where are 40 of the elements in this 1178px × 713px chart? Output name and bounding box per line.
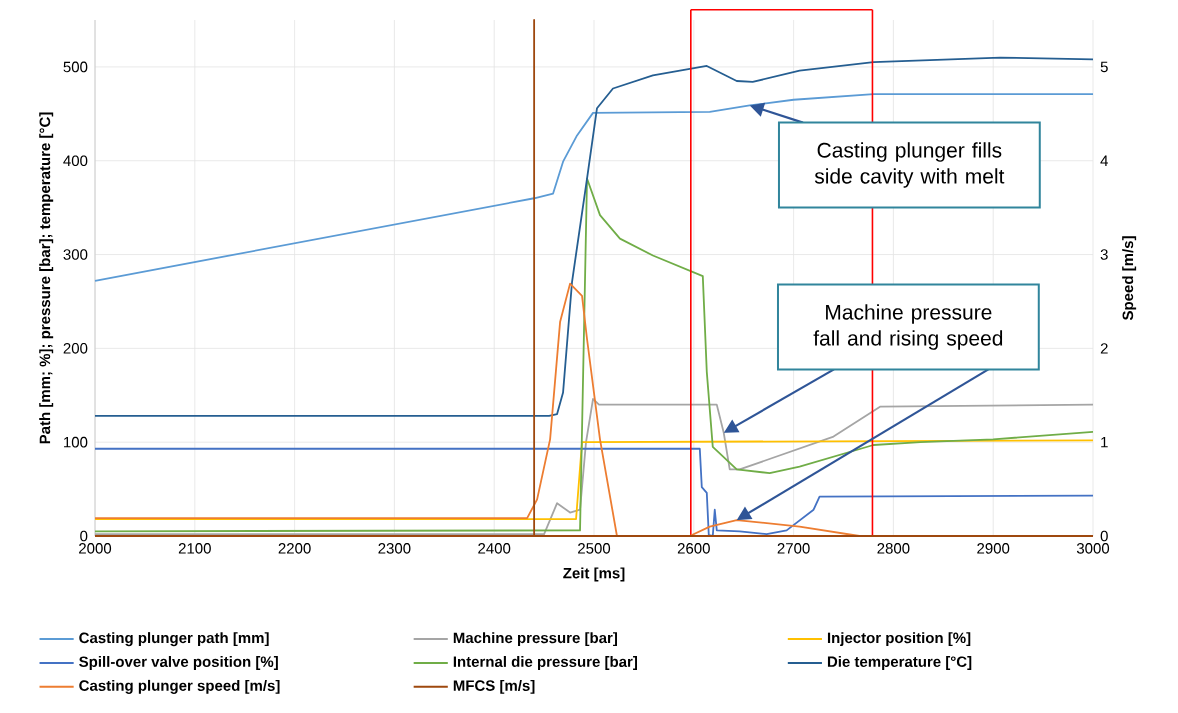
x-tick-label: 2500 <box>578 543 611 554</box>
y2-tick-label: 3 <box>1100 249 1108 260</box>
line-series <box>94 56 1094 417</box>
x-tick-label: 2800 <box>877 543 910 554</box>
x-tick-label: 2200 <box>278 543 311 554</box>
annotation: Machine pressure fall and rising speed <box>813 304 1003 350</box>
line-series <box>94 398 1094 536</box>
line-series <box>94 447 1094 537</box>
y-tick-label: 100 <box>64 436 88 448</box>
x-tick-label: 2000 <box>79 543 112 554</box>
legend-label: Internal die pressure [bar] <box>453 656 637 670</box>
y2-tick-label: 2 <box>1100 343 1108 354</box>
x-tick-label: 2400 <box>478 543 511 554</box>
y-tick-label: 200 <box>63 343 88 354</box>
x-tick-label: 3000 <box>1076 543 1110 554</box>
y2-tick-label: 4 <box>1100 155 1108 166</box>
y-tick-label: 0 <box>80 530 88 542</box>
y-tick-label: 500 <box>63 61 88 73</box>
x-tick-label: 2900 <box>977 543 1010 554</box>
x-tick-label: 2100 <box>178 543 211 554</box>
legend-label: Casting plunger path [mm] <box>79 632 269 647</box>
y-axis-title: Path [mm; %]; pressure [bar]; temperature [°C] <box>39 112 54 444</box>
y2-tick-label: 0 <box>1100 530 1108 542</box>
legend-label: MFCS [m/s] <box>453 679 535 694</box>
y-tick-label: 300 <box>63 249 88 260</box>
y-tick-label: 400 <box>63 155 88 167</box>
y2-tick-label: 1 <box>1101 437 1108 448</box>
x-tick-label: 2300 <box>378 543 411 554</box>
line-series <box>94 93 1094 282</box>
y2-tick-label: 5 <box>1100 61 1108 73</box>
y2-axis-title: Speed [m/s] <box>1122 236 1137 321</box>
x-tick-label: 2700 <box>777 543 810 554</box>
legend-label: Casting plunger speed [m/s] <box>79 679 280 694</box>
legend-label: Injector position [%] <box>827 632 971 647</box>
x-axis-title: Zeit [ms] <box>563 567 625 582</box>
legend-label: Machine pressure [bar] <box>453 632 617 647</box>
legend-label: Die temperature [°C] <box>827 656 972 670</box>
legend-label: Spill-over valve position [%] <box>79 656 278 670</box>
annotation: Casting plunger fills side cavity with melt <box>814 142 1005 188</box>
x-tick-label: 2600 <box>677 543 710 554</box>
